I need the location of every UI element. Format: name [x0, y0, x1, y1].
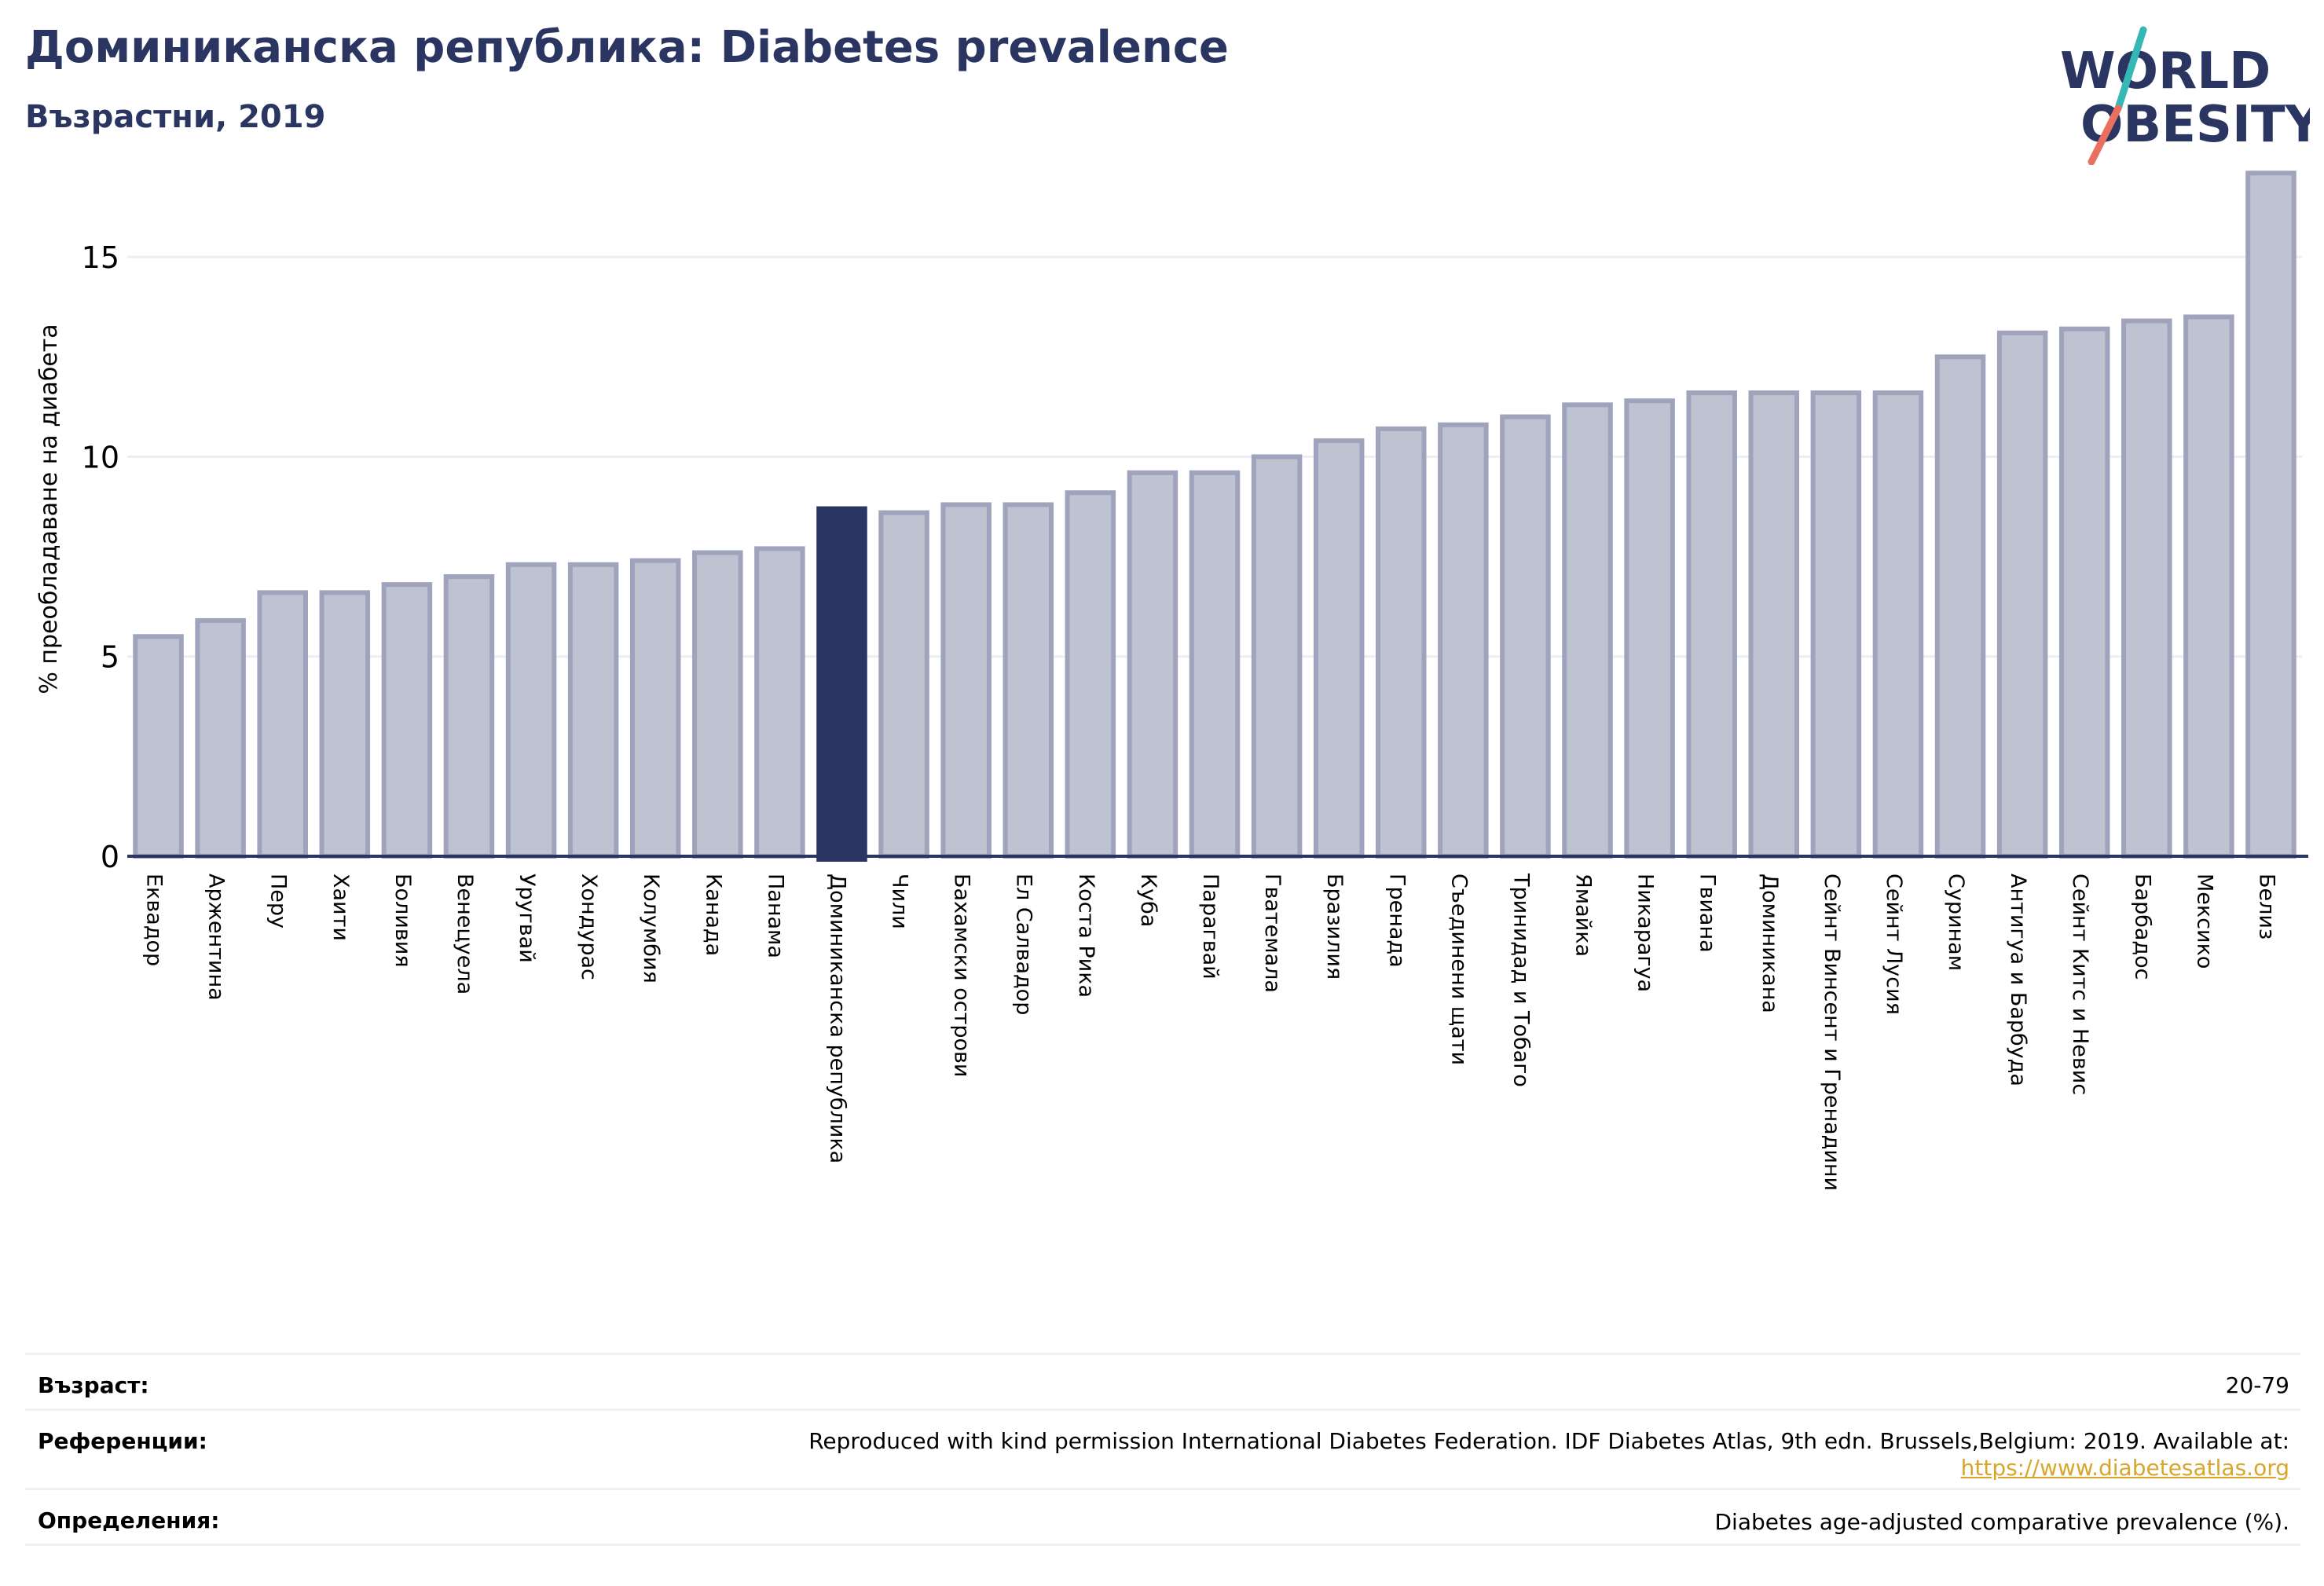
bar-11 [816, 506, 867, 862]
bar-22 [1500, 414, 1551, 859]
category-label: Боливия [390, 874, 415, 968]
bar-14 [1003, 502, 1054, 859]
bar-0 [133, 634, 184, 859]
bar-7 [567, 562, 619, 859]
category-label: Тринидад и Тобаго [1508, 873, 1533, 1087]
references-row: Референции: Reproduced with kind permiss… [25, 1408, 2300, 1488]
age-value: 20-79 [2225, 1372, 2289, 1398]
category-label: Еквадор [142, 874, 167, 966]
age-row: Възраст: 20-79 [25, 1353, 2300, 1408]
category-label: Сейнт Лусия [1882, 874, 1906, 1015]
bar-32 [2121, 318, 2172, 859]
bar-24 [1624, 398, 1675, 859]
category-label: Куба [1136, 874, 1160, 927]
bar-4 [381, 582, 433, 859]
bar-6 [505, 562, 557, 859]
references-text: Reproduced with kind permission Internat… [808, 1428, 2289, 1454]
category-label: Съединени щати [1446, 874, 1471, 1065]
bar-31 [2058, 326, 2110, 859]
bar-33 [2183, 314, 2234, 859]
references-link[interactable]: https://www.diabetesatlas.org [1960, 1455, 2289, 1481]
category-label: Сейнт Китс и Невис [2068, 874, 2092, 1095]
bar-25 [1686, 390, 1737, 859]
bar-chart: 0 5 10 15 Еквадор Аржентина Перу Хаити Боливия В… [35, 170, 2308, 1191]
category-label: Чили [888, 874, 912, 929]
category-label: Суринам [1944, 874, 1968, 971]
category-label: Антигуа и Барбуда [2006, 874, 2030, 1086]
age-label: Възраст: [38, 1372, 149, 1398]
axes: 0 5 10 15 [82, 240, 2308, 874]
category-label: Венецуела [453, 874, 477, 994]
bar-13 [940, 502, 992, 859]
bar-10 [754, 546, 805, 859]
bar-2 [257, 590, 308, 859]
category-label: Гватемала [1260, 874, 1285, 993]
category-label: Панама [763, 874, 787, 958]
logo-world-text: WORLD [2060, 42, 2271, 101]
category-label: Хондурас [577, 874, 601, 980]
logo-slash-teal [2114, 26, 2147, 112]
logo-slash-red [2088, 104, 2122, 165]
definitions-row: Определения: Diabetes age-adjusted compa… [25, 1488, 2300, 1546]
category-label: Гвиана [1695, 874, 1720, 953]
references-label: Референции: [38, 1428, 207, 1454]
world-obesity-logo: WORLD OBESITY [2060, 26, 2310, 165]
bar-3 [319, 590, 371, 859]
y-tick-label: 5 [101, 640, 119, 675]
bar-15 [1065, 490, 1116, 859]
bar-12 [878, 510, 929, 859]
y-tick-label: 15 [82, 240, 119, 275]
y-tick-label: 10 [82, 440, 119, 474]
category-label: Парагвай [1198, 874, 1222, 980]
bar-27 [1810, 390, 1862, 859]
bar-20 [1375, 426, 1427, 859]
category-label: Сейнт Винсент и Гренадини [1820, 874, 1844, 1191]
bar-29 [1934, 354, 1986, 859]
bar-8 [629, 558, 681, 859]
bar-28 [1872, 390, 1924, 859]
category-label: Перу [266, 874, 291, 929]
bar-34 [2245, 170, 2297, 859]
category-label: Бразилия [1322, 874, 1347, 980]
bar-1 [195, 617, 246, 859]
category-label: Аржентина [204, 874, 229, 1001]
bars [133, 170, 2297, 862]
category-label: Колумбия [639, 874, 663, 983]
bar-21 [1438, 422, 1489, 859]
bar-26 [1748, 390, 1800, 859]
definitions-value: Diabetes age-adjusted comparative preval… [1714, 1509, 2290, 1535]
category-label: Доминикана [1758, 874, 1782, 1013]
category-label: Бахамски острови [950, 874, 974, 1077]
category-label: Канада [701, 874, 725, 956]
bar-9 [692, 550, 743, 859]
category-label: Коста Рика [1074, 874, 1098, 998]
category-label: Барбадос [2130, 874, 2154, 980]
category-label: Ел Салвадор [1012, 874, 1036, 1015]
category-label: Никарагуа [1633, 874, 1658, 992]
category-label: Уругвай [515, 874, 539, 963]
category-label: Доминиканска република [825, 874, 849, 1163]
info-table: Възраст: 20-79 Референции: Reproduced wi… [25, 1353, 2300, 1546]
y-axis-label: % преобладаване на диабета [35, 324, 63, 694]
bar-18 [1251, 454, 1303, 859]
category-labels: Еквадор Аржентина Перу Хаити Боливия Венецуел… [142, 873, 2279, 1191]
bar-5 [443, 574, 495, 859]
bar-30 [1996, 330, 2048, 859]
definitions-label: Определения: [38, 1507, 220, 1533]
category-label: Ямайка [1571, 874, 1596, 957]
references-value: Reproduced with kind permission Internat… [36, 1411, 2289, 1482]
bar-16 [1127, 470, 1178, 859]
page-subtitle: Възрастни, 2019 [25, 99, 326, 135]
category-label: Гренада [1384, 874, 1409, 968]
bar-23 [1562, 402, 1613, 859]
page-title: Доминиканска република: Diabetes prevale… [25, 22, 1229, 73]
category-label: Хаити [328, 874, 353, 941]
bar-19 [1313, 438, 1365, 859]
category-label: Белиз [2254, 874, 2278, 940]
bar-17 [1189, 470, 1241, 859]
category-label: Мексико [2192, 874, 2216, 969]
y-tick-label: 0 [101, 840, 119, 874]
